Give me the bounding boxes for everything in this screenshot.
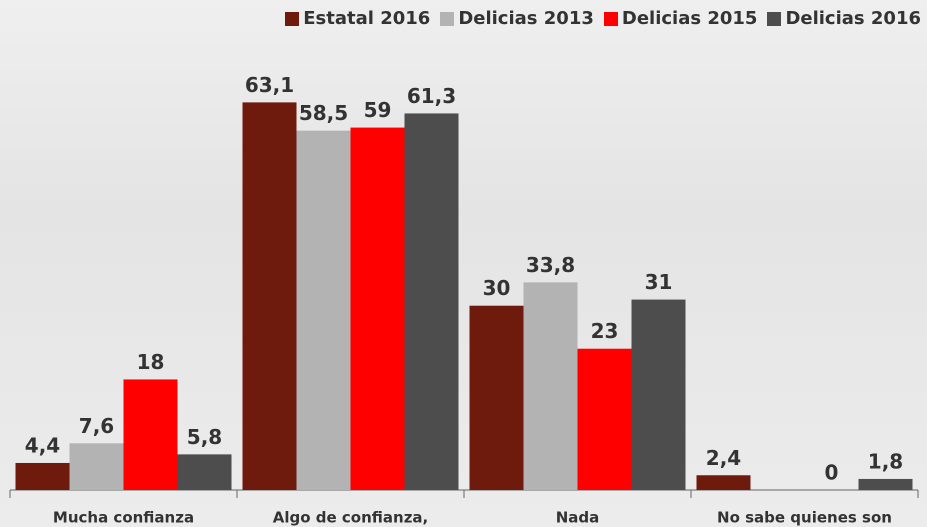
bar bbox=[351, 128, 405, 490]
bar bbox=[124, 379, 178, 490]
data-label: 59 bbox=[364, 98, 392, 122]
data-label: 2,4 bbox=[706, 446, 741, 470]
bar bbox=[859, 479, 913, 490]
bar bbox=[178, 454, 232, 490]
bar bbox=[243, 102, 297, 490]
data-label: 58,5 bbox=[299, 101, 348, 125]
data-label: 4,4 bbox=[25, 433, 60, 457]
x-tick-label: Mucha confianza bbox=[53, 509, 194, 527]
bar bbox=[632, 300, 686, 490]
data-label: 0 bbox=[825, 461, 839, 485]
data-label: 33,8 bbox=[526, 253, 575, 277]
data-label: 5,8 bbox=[187, 425, 222, 449]
bar bbox=[578, 349, 632, 490]
data-label: 7,6 bbox=[79, 414, 114, 438]
plot: Mucha confianza 4,4 7,6 18 5,8 Algo de confia… bbox=[0, 0, 927, 527]
data-label: 1,8 bbox=[868, 449, 903, 473]
data-label: 31 bbox=[645, 270, 673, 294]
data-label: 61,3 bbox=[407, 84, 456, 108]
x-tick-label: Nada bbox=[556, 509, 600, 527]
x-tick-label: No sabe quienes son bbox=[717, 509, 892, 527]
bar bbox=[524, 282, 578, 490]
bar bbox=[297, 131, 351, 490]
bar bbox=[16, 463, 70, 490]
data-label: 30 bbox=[483, 276, 511, 300]
bar bbox=[405, 113, 459, 490]
bar bbox=[697, 475, 751, 490]
data-label: 18 bbox=[137, 350, 165, 374]
data-label: 23 bbox=[591, 319, 619, 343]
chart: Estatal 2016Delicias 2013Delicias 2015De… bbox=[0, 0, 927, 527]
x-tick-label: Algo de confianza, bbox=[273, 509, 429, 527]
bar bbox=[70, 443, 124, 490]
data-label: 63,1 bbox=[245, 73, 294, 97]
bar bbox=[470, 306, 524, 490]
